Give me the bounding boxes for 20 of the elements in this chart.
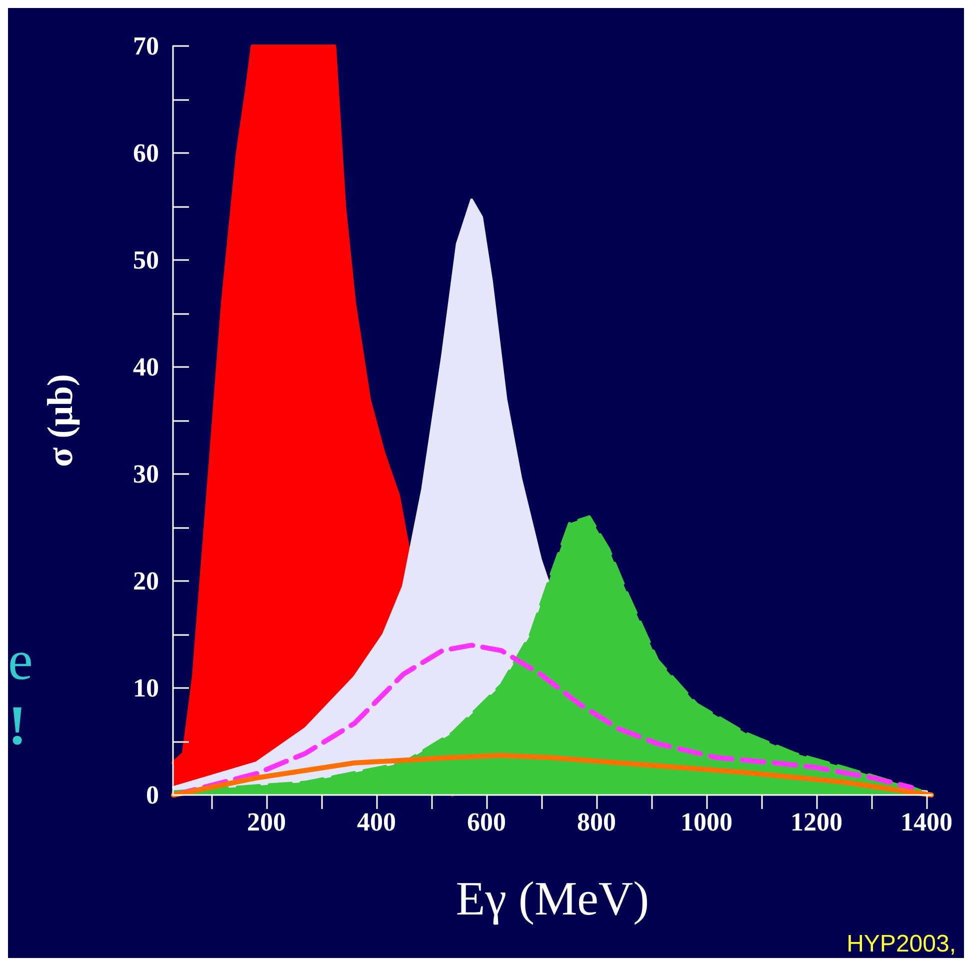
- text: e: [8, 630, 33, 692]
- y-tick-label: 70: [133, 32, 159, 60]
- y-tick-label: 0: [146, 780, 159, 810]
- x-tick-label: 1400: [900, 808, 952, 836]
- y-tick-label: 10: [133, 674, 159, 702]
- x-axis-title: Eγ (MeV): [456, 872, 650, 926]
- text: HYP2003,: [846, 930, 956, 958]
- y-axis-title: σ (μb): [40, 374, 80, 467]
- x-tick-label: 400: [357, 808, 396, 836]
- x-tick-label: 1200: [790, 808, 842, 836]
- x-tick-label: 200: [247, 808, 286, 836]
- y-tick-label: 40: [133, 352, 159, 382]
- y-tick-label: 60: [133, 138, 159, 168]
- x-tick-label: 600: [467, 808, 506, 836]
- x-tick-label: 800: [577, 808, 616, 836]
- y-tick-label: 20: [133, 566, 159, 596]
- y-tick-label: 50: [133, 246, 159, 274]
- x-tick-label: 1000: [680, 808, 732, 836]
- text: !: [8, 695, 27, 757]
- y-tick-label: 30: [133, 460, 159, 488]
